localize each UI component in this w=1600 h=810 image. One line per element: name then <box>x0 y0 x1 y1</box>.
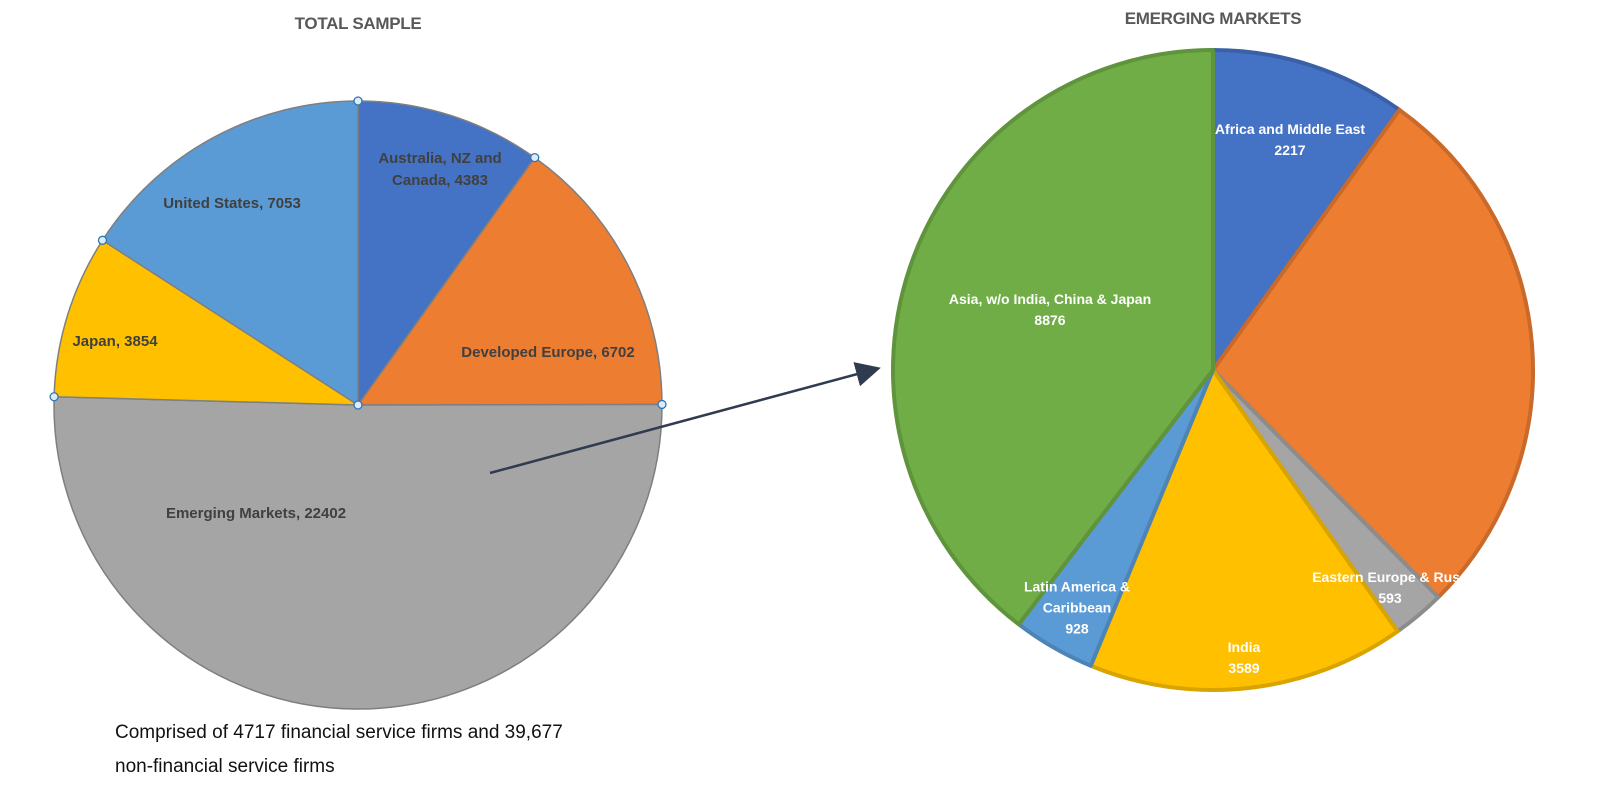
emerging-markets-pie <box>891 48 1535 692</box>
slice-name: Eastern Europe & Russ <box>1312 569 1468 585</box>
data-label-asia-w-o-india-china-japan: Asia, w/o India, China & Japan 8876 <box>949 289 1151 331</box>
data-label-australia-nz-and-canada: Australia, NZ and Canada, 4383 <box>378 150 502 189</box>
slice-name: United States <box>163 195 260 212</box>
slice-value: 8876 <box>1034 312 1066 328</box>
selection-handle[interactable] <box>657 399 667 410</box>
pie-slice-australia-nz-and-canada[interactable] <box>357 100 536 406</box>
data-label-japan: Japan, 3854 <box>72 333 158 350</box>
slice-name: Developed Europe <box>461 344 593 361</box>
selection-handle[interactable] <box>49 392 59 402</box>
data-label-india: India 3589 <box>1228 637 1261 679</box>
slice-name: Japan <box>72 333 116 350</box>
data-label-united-states: United States, 7053 <box>163 195 301 212</box>
pie-slice-emerging-markets[interactable] <box>53 396 663 710</box>
pie-slice-developed-europe[interactable] <box>357 156 663 406</box>
slice-name: Latin America & Caribbean <box>1023 578 1131 616</box>
slice-value: 3589 <box>1228 660 1260 676</box>
slice-name: India <box>1227 639 1261 655</box>
selection-handle[interactable] <box>97 235 108 245</box>
slice-value: 22402 <box>304 505 347 522</box>
pie-slice-japan[interactable] <box>53 239 359 406</box>
data-label-emerging-markets: Emerging Markets, 22402 <box>165 505 347 522</box>
left-chart-title: TOTAL SAMPLE <box>294 14 422 33</box>
pie-slice-asia-w-o-india-china-japan[interactable] <box>891 48 1215 627</box>
connector-arrow <box>489 362 881 475</box>
slice-name: Emerging Markets <box>165 505 296 522</box>
pie-slice-united-states[interactable] <box>101 100 359 406</box>
footnote-line-2: non-financial service firms <box>115 756 335 777</box>
selection-handle[interactable] <box>530 152 540 163</box>
selection-handle[interactable] <box>353 400 363 410</box>
total-sample-pie <box>53 100 663 710</box>
pie-slice-china[interactable] <box>1211 107 1535 600</box>
slice-name: Asia, w/o India, China & Japan <box>948 291 1152 307</box>
slice-value: 928 <box>1065 620 1089 637</box>
selection-handles[interactable] <box>49 96 667 410</box>
slice-value: 593 <box>1378 590 1402 606</box>
slice-value: 4383 <box>454 172 488 189</box>
data-label-latin-america-caribbean: Latin America & Caribbean 928 <box>1015 577 1140 640</box>
footnote: Comprised of 4717 financial service firm… <box>115 716 563 784</box>
slice-value: 3854 <box>124 333 158 350</box>
pie-slice-india[interactable] <box>1088 368 1400 692</box>
slice-value: 6702 <box>601 344 635 361</box>
right-chart-title: EMERGING MARKETS <box>1124 9 1302 28</box>
slice-name: Australia, NZ and Canada <box>378 150 502 189</box>
slice-value: 7053 <box>267 195 301 212</box>
data-label-developed-europe: Developed Europe, 6702 <box>461 344 635 361</box>
footnote-line-1: Comprised of 4717 financial service firm… <box>115 722 563 743</box>
data-label-africa-and-middle-east: Africa and Middle East 2217 <box>1215 119 1365 161</box>
slice-name: Africa and Middle East <box>1214 121 1366 137</box>
data-label-eastern-europe-russ: Eastern Europe & Russ 593 <box>1312 567 1468 609</box>
selection-handle[interactable] <box>353 96 363 106</box>
pie-slice-africa-and-middle-east[interactable] <box>1211 48 1402 372</box>
slice-value: 2217 <box>1274 142 1306 158</box>
